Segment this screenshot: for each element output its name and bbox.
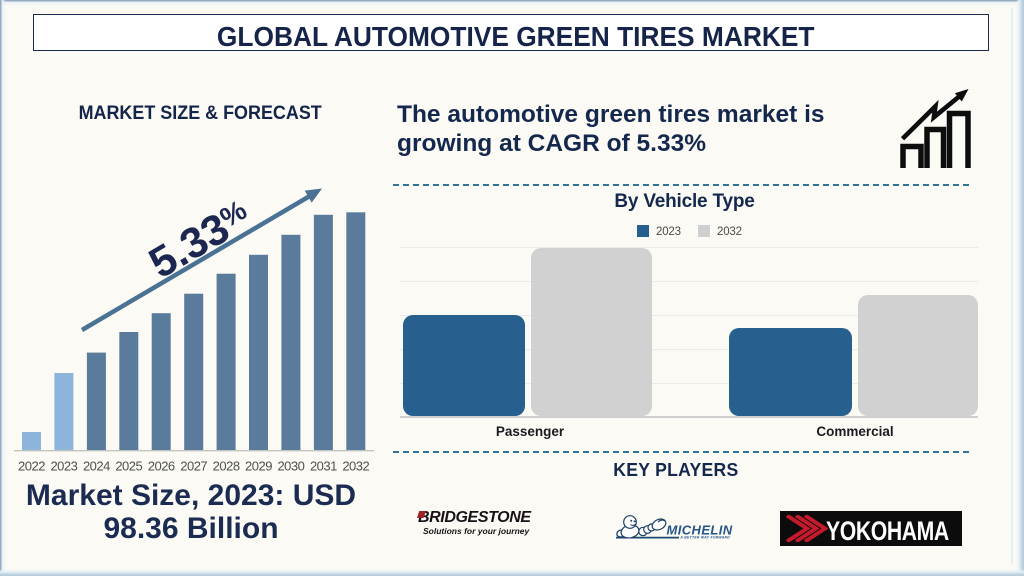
svg-text:2022: 2022 xyxy=(18,459,45,474)
svg-text:2023: 2023 xyxy=(50,459,77,474)
svg-text:2031: 2031 xyxy=(310,459,337,474)
svg-text:2030: 2030 xyxy=(277,459,304,474)
svg-text:MICHELIN: MICHELIN xyxy=(667,523,733,538)
svg-text:2027: 2027 xyxy=(180,459,207,474)
svg-text:A BETTER WAY FORWARD: A BETTER WAY FORWARD xyxy=(679,536,730,540)
svg-text:2024: 2024 xyxy=(83,459,110,474)
svg-text:5.33%: 5.33% xyxy=(141,191,259,288)
svg-text:2028: 2028 xyxy=(213,459,240,474)
svg-text:2029: 2029 xyxy=(245,459,272,474)
svg-text:2032: 2032 xyxy=(342,459,369,474)
svg-text:2026: 2026 xyxy=(148,459,175,474)
svg-text:2025: 2025 xyxy=(115,459,142,474)
